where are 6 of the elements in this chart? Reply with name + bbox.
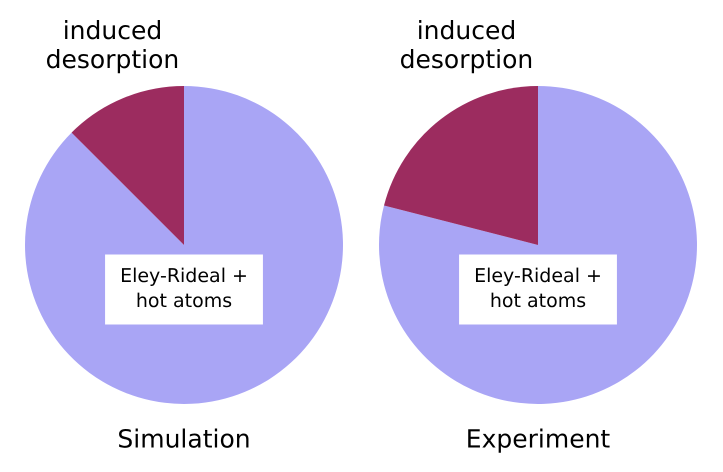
text: Experiment [466, 424, 610, 454]
slice-label: Eley-Rideal + hot atoms [474, 264, 602, 312]
slice-label: Eley-Rideal + hot atoms [120, 264, 248, 312]
slice-label: induced desorption [400, 16, 534, 74]
text: Simulation [117, 424, 251, 454]
slice-label: induced desorption [46, 16, 180, 74]
